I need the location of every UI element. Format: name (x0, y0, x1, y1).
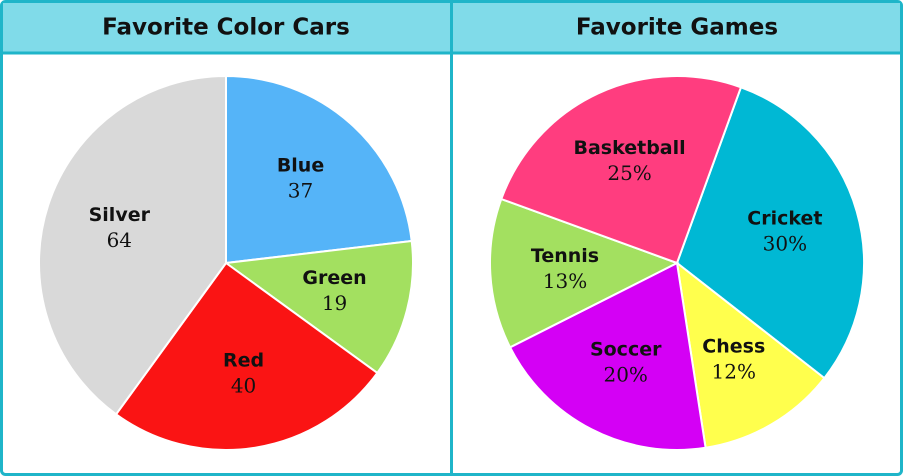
pie-slice (38, 74, 227, 416)
slice-value: 30% (763, 232, 807, 256)
pie-slice (675, 85, 865, 380)
pie-slice (499, 75, 743, 265)
pie-slice (114, 261, 379, 451)
slice-value: 37 (288, 179, 313, 203)
slice-value: 25% (607, 161, 651, 185)
chart-title: Favorite Color Cars (102, 15, 350, 41)
pie-slice (508, 261, 707, 451)
slice-label: Red (223, 349, 264, 371)
slice-label: Cricket (747, 208, 822, 230)
pie-slice (225, 74, 413, 265)
slice-value: 13% (543, 269, 587, 293)
chart-title: Favorite Games (576, 15, 778, 41)
slice-label: Blue (277, 155, 324, 177)
pie-slice (675, 260, 826, 449)
slice-label: Silver (89, 204, 151, 226)
pie-slice (223, 239, 414, 375)
slice-value: 20% (603, 362, 647, 386)
slice-value: 12% (712, 359, 756, 383)
slice-label: Chess (702, 335, 765, 357)
slice-label: Tennis (531, 245, 599, 267)
slice-label: Soccer (590, 338, 662, 360)
pie-slice (488, 197, 680, 349)
slice-value: 40 (231, 373, 256, 397)
slice-value: 64 (107, 228, 132, 252)
slice-value: 19 (322, 291, 347, 315)
slice-label: Green (302, 267, 366, 289)
slice-label: Basketball (574, 137, 686, 159)
